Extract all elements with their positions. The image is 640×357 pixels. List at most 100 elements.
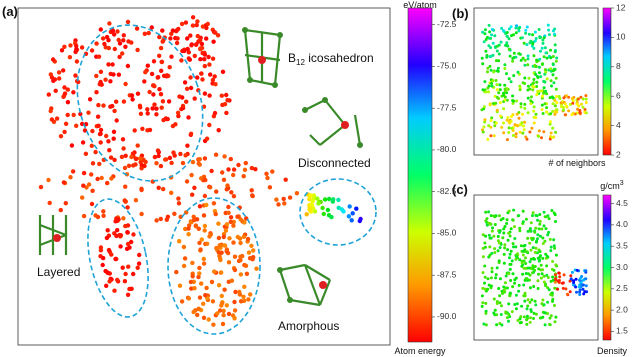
point <box>116 217 121 222</box>
point <box>526 229 530 233</box>
point <box>554 277 558 281</box>
point <box>484 49 488 53</box>
point <box>154 112 159 117</box>
point <box>78 111 83 117</box>
tick-label: -90.0 <box>437 311 457 321</box>
point <box>154 161 159 166</box>
point <box>496 66 500 70</box>
point <box>225 183 230 188</box>
point <box>522 124 525 128</box>
point <box>274 197 279 202</box>
point <box>495 108 499 112</box>
point <box>565 104 569 108</box>
point <box>213 211 218 217</box>
point <box>321 211 326 217</box>
point <box>554 59 558 63</box>
point <box>115 228 120 233</box>
point <box>186 115 191 120</box>
point <box>201 315 207 320</box>
point <box>129 286 134 291</box>
point <box>507 231 511 235</box>
point <box>483 281 486 285</box>
point <box>517 26 521 30</box>
point <box>512 51 516 55</box>
point <box>99 175 104 181</box>
point <box>512 56 516 59</box>
highlight-ellipses <box>76 24 377 335</box>
point <box>538 234 542 238</box>
point <box>145 107 150 112</box>
point <box>125 205 130 210</box>
point <box>574 277 578 281</box>
point <box>568 290 572 294</box>
point <box>61 180 67 185</box>
point <box>507 302 511 306</box>
point <box>507 47 511 51</box>
point <box>570 97 574 100</box>
point <box>518 226 522 230</box>
point <box>101 209 106 214</box>
point <box>101 213 106 218</box>
point <box>549 293 553 297</box>
point <box>47 200 52 206</box>
point <box>63 201 68 206</box>
point <box>481 233 485 237</box>
point <box>90 161 96 166</box>
point <box>95 214 101 220</box>
point <box>554 130 558 134</box>
point <box>195 19 200 24</box>
point <box>53 88 58 94</box>
point <box>196 226 201 231</box>
point <box>190 274 195 279</box>
point <box>221 177 227 182</box>
point <box>491 79 495 83</box>
point <box>157 53 162 58</box>
point <box>322 197 328 202</box>
point <box>525 250 529 254</box>
point <box>74 123 79 128</box>
point <box>584 97 588 101</box>
point <box>104 283 109 288</box>
point <box>528 241 532 245</box>
point <box>243 160 248 166</box>
point <box>505 138 509 142</box>
point <box>498 101 502 105</box>
point <box>207 122 212 128</box>
point <box>563 113 567 117</box>
point <box>160 99 166 104</box>
point <box>493 308 497 312</box>
point <box>483 287 487 291</box>
point <box>529 308 533 312</box>
point <box>62 91 68 96</box>
point <box>545 254 549 258</box>
point <box>336 205 341 210</box>
point <box>89 143 95 148</box>
point <box>490 33 494 37</box>
point <box>163 157 168 162</box>
point <box>202 193 208 199</box>
point <box>89 201 95 207</box>
point <box>61 68 66 73</box>
point <box>200 24 206 29</box>
point <box>210 299 216 304</box>
point <box>509 80 513 84</box>
point <box>497 43 501 47</box>
point <box>224 303 229 308</box>
point <box>489 68 493 72</box>
point <box>544 70 548 74</box>
point <box>174 40 180 46</box>
point <box>549 279 553 283</box>
point <box>541 38 545 42</box>
point <box>184 99 189 104</box>
point <box>220 170 225 175</box>
annotation: Layered <box>37 265 80 279</box>
point <box>346 214 352 219</box>
point <box>492 234 496 238</box>
point <box>524 28 528 32</box>
point <box>156 75 161 80</box>
point <box>101 103 106 108</box>
point <box>577 285 581 289</box>
point <box>222 154 227 159</box>
point <box>541 298 545 302</box>
point <box>220 321 226 327</box>
